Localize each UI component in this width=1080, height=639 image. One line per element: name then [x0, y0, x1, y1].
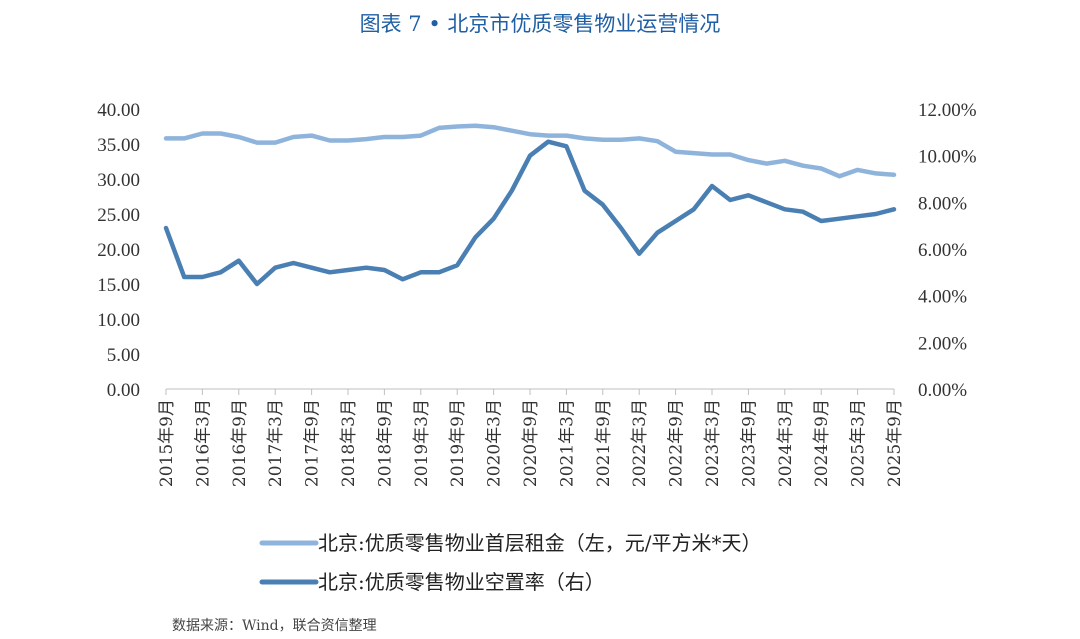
x-tick-label: 2019年3月 [412, 399, 432, 487]
series-line-vacancy [163, 139, 897, 287]
x-tick-label: 2024年3月 [776, 399, 796, 487]
y-right-tick-label: 0.00% [918, 380, 967, 401]
y-left-tick-label: 5.00 [107, 345, 140, 366]
x-tick-label: 2018年3月 [339, 399, 359, 487]
y-left-tick-label: 25.00 [97, 205, 140, 226]
x-tick-label: 2023年3月 [703, 399, 723, 487]
x-tick-label: 2020年3月 [485, 399, 505, 487]
y-left-tick-label: 0.00 [107, 380, 140, 401]
x-tick-label: 2017年9月 [303, 399, 323, 487]
chart-legend: 北京:优质零售物业首层租金（左，元/平方米*天） 北京:优质零售物业空置率（右） [259, 531, 761, 594]
y-left-tick-label: 20.00 [97, 240, 140, 261]
chart-series [163, 123, 897, 287]
y-left-tick-label: 15.00 [97, 275, 140, 296]
y-left-tick-label: 35.00 [97, 135, 140, 156]
y-right-tick-label: 8.00% [918, 193, 967, 214]
x-tick-label: 2025年3月 [849, 399, 869, 487]
legend-label: 北京:优质零售物业空置率（右） [318, 570, 605, 594]
x-tick-label: 2016年3月 [193, 399, 213, 487]
x-tick-label: 2017年3月 [266, 399, 286, 487]
x-tick-label: 2019年9月 [448, 399, 468, 487]
x-tick-label: 2021年9月 [594, 399, 614, 487]
x-tick-label: 2021年3月 [557, 399, 577, 487]
x-tick-label: 2020年9月 [521, 399, 541, 487]
x-tick-label: 2025年9月 [885, 399, 905, 487]
y-right-tick-label: 12.00% [918, 100, 977, 121]
source-note: 数据来源：Wind，联合资信整理 [172, 618, 377, 634]
x-tick-label: 2016年9月 [230, 399, 250, 487]
y-right-tick-label: 6.00% [918, 240, 967, 261]
y-right-tick-label: 4.00% [918, 287, 967, 308]
y-right-tick-label: 10.00% [918, 147, 977, 168]
x-tick-label: 2022年3月 [630, 399, 650, 487]
y-left-tick-label: 10.00 [97, 310, 140, 331]
x-tick-label: 2015年9月 [157, 399, 177, 487]
y-left-tick-label: 40.00 [97, 100, 140, 121]
chart-axes: 0.00 5.00 10.00 15.00 20.00 25.00 30.00 35.00 40… [97, 100, 977, 487]
x-tick-label: 2022年9月 [667, 399, 687, 487]
y-right-tick-label: 2.00% [918, 333, 967, 354]
y-left-tick-label: 30.00 [97, 170, 140, 191]
x-tick-label: 2018年9月 [375, 399, 395, 487]
x-tick-label: 2023年9月 [739, 399, 759, 487]
chart-title: 图表 7 • 北京市优质零售物业运营情况 [359, 12, 721, 36]
series-line-rent [163, 123, 897, 179]
x-tick-label: 2024年9月 [812, 399, 832, 487]
legend-label: 北京:优质零售物业首层租金（左，元/平方米*天） [318, 531, 761, 555]
